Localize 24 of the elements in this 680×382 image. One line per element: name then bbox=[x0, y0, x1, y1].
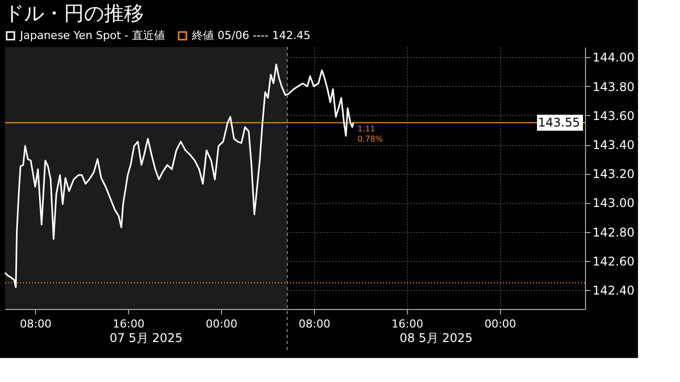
line-series bbox=[4, 64, 354, 288]
y-tick-label: 144.00 bbox=[592, 50, 634, 65]
y-tick-label: 143.80 bbox=[592, 80, 634, 94]
x-tick-label: 08:00 bbox=[298, 318, 330, 330]
text: 08 5月 2025 bbox=[400, 331, 473, 345]
y-tick-label: 143.60 bbox=[592, 108, 634, 123]
x-tick-label: 00:00 bbox=[484, 318, 516, 330]
annotation: 1.11 bbox=[357, 124, 376, 134]
legend-label: Japanese Yen Spot - 直近値 bbox=[19, 28, 165, 42]
y-tick-label: 142.40 bbox=[592, 284, 634, 298]
text: 07 5月 2025 bbox=[110, 331, 183, 345]
y-tick-label: 142.80 bbox=[592, 225, 634, 240]
x-tick-label: 16:00 bbox=[392, 318, 424, 330]
y-tick-label: 142.60 bbox=[592, 254, 634, 268]
y-tick-label: 143.20 bbox=[592, 167, 634, 182]
x-tick-label: 00:00 bbox=[206, 318, 238, 330]
chart-title: ドル・円の推移 bbox=[4, 1, 144, 25]
y-tick-label: 143.00 bbox=[592, 196, 634, 210]
y-tick-label: 143.40 bbox=[592, 138, 634, 152]
x-tick-label: 16:00 bbox=[112, 318, 144, 330]
ref-line-label: 143.55 bbox=[538, 116, 580, 130]
annotation: 0.78% bbox=[357, 134, 384, 144]
x-tick-label: 08:00 bbox=[20, 318, 52, 330]
legend-label: 終値 05/06 ---- 142.45 bbox=[191, 28, 311, 42]
